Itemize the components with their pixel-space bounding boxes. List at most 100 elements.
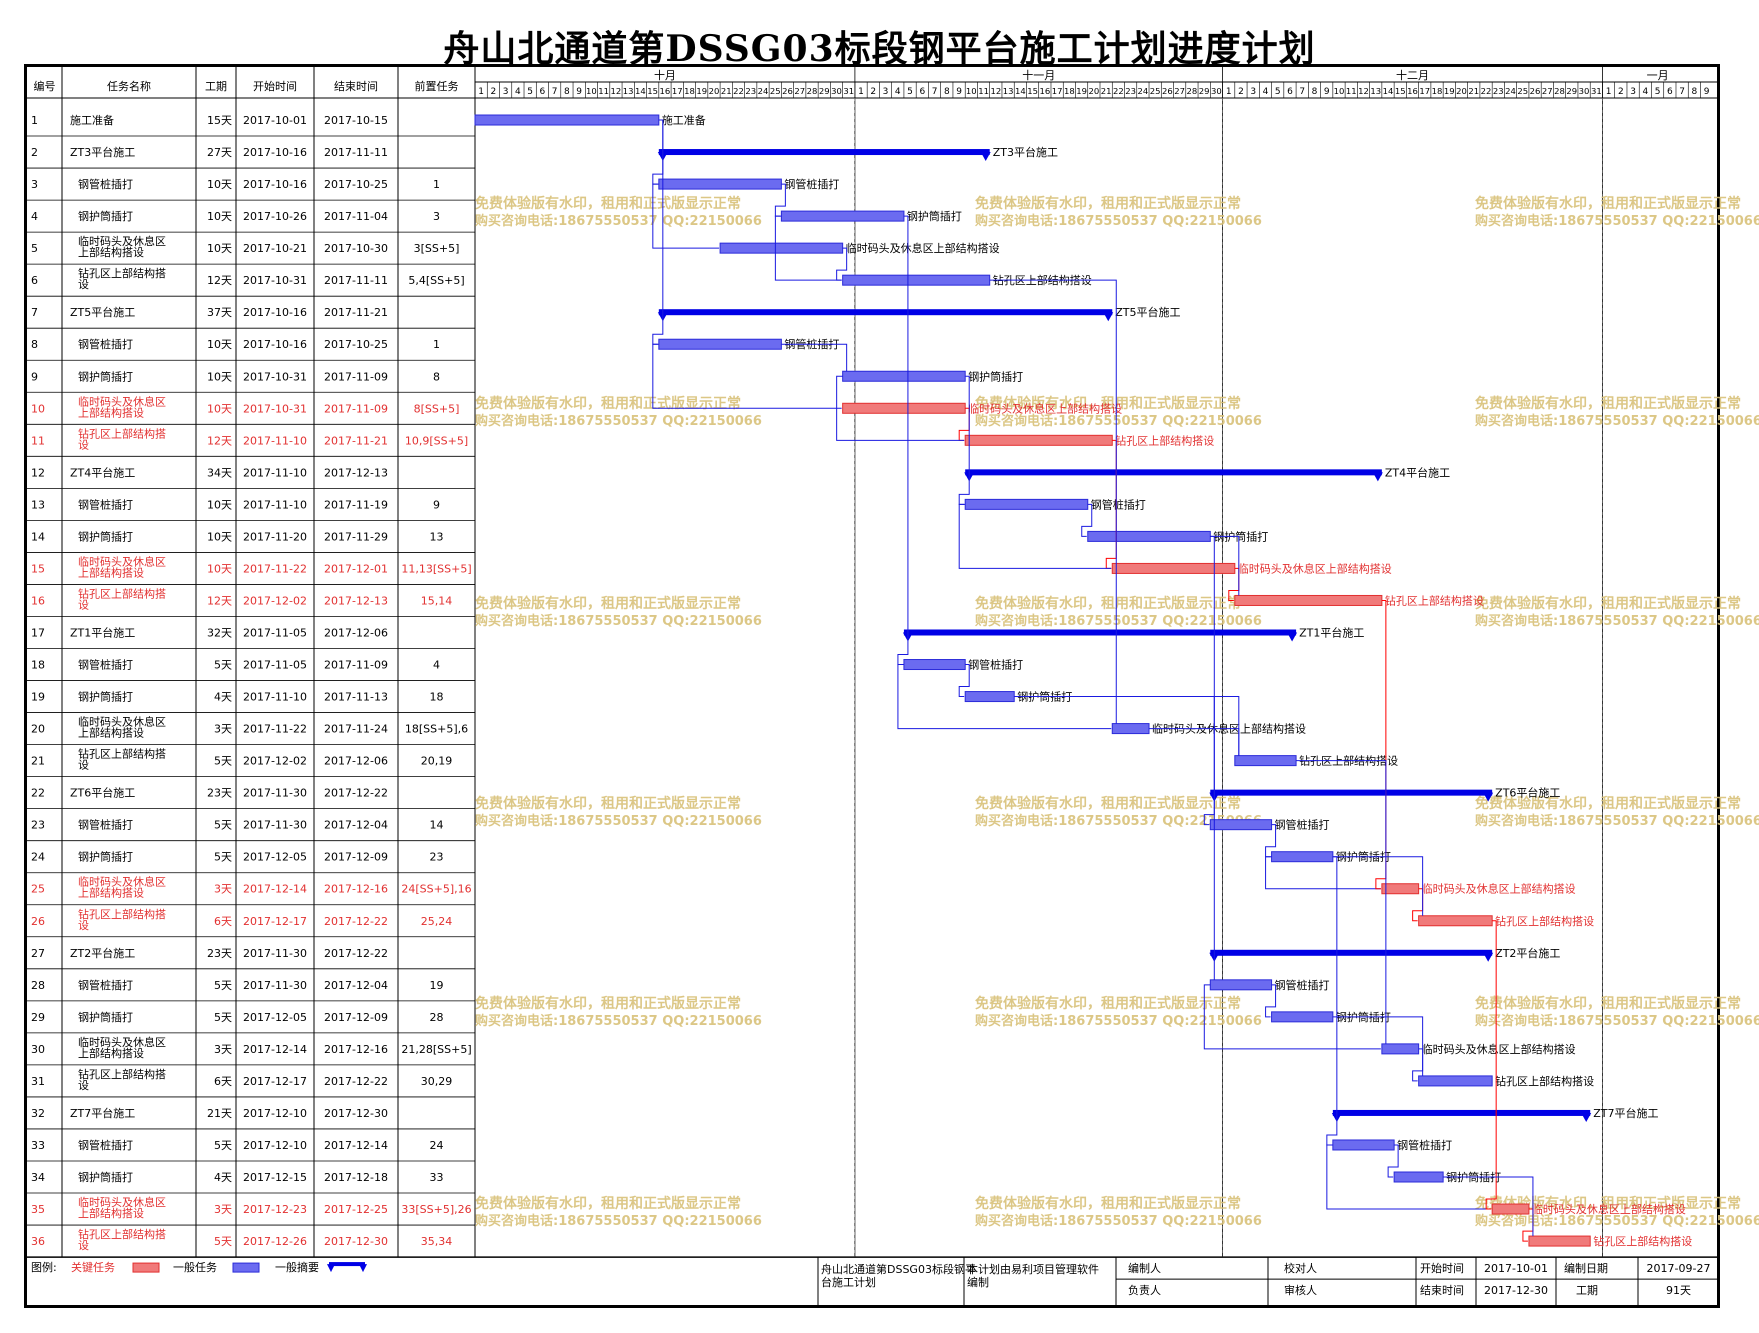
- task-bar[interactable]: [780, 210, 905, 222]
- day-label: 12: [1358, 87, 1369, 96]
- day-label: 17: [672, 87, 683, 96]
- task-bar[interactable]: [1332, 1139, 1395, 1151]
- task-bar[interactable]: [964, 691, 1015, 703]
- dependency-link: [781, 343, 848, 372]
- footer-compiler-label: 编制人: [1128, 1261, 1161, 1275]
- task-id: 34: [31, 1171, 45, 1184]
- month-label: 十二月: [1396, 68, 1429, 82]
- day-label: 6: [919, 87, 925, 97]
- task-bar[interactable]: [1381, 1043, 1420, 1055]
- task-bar[interactable]: [1393, 1171, 1444, 1183]
- task-start: 2017-10-31: [243, 274, 307, 287]
- task-end: 2017-11-13: [324, 691, 388, 704]
- task-duration: 10天: [207, 210, 232, 223]
- watermark-text: 免费体验版有水印，租用和正式版显示正常: [475, 195, 741, 212]
- task-bar[interactable]: [1234, 755, 1297, 767]
- task-name: 钻孔区上部结构搭设: [78, 266, 166, 291]
- task-bar[interactable]: [1209, 979, 1273, 991]
- bar-label: 临时码头及休息区上部结构搭设: [968, 401, 1122, 415]
- task-bar[interactable]: [658, 338, 782, 350]
- day-label: 24: [1505, 87, 1516, 96]
- task-bar[interactable]: [964, 498, 1089, 510]
- task-duration: 4天: [214, 1171, 232, 1184]
- day-label: 29: [819, 87, 830, 96]
- critical-task-bar[interactable]: [964, 434, 1113, 446]
- task-duration: 5天: [214, 1139, 232, 1152]
- footer-duration-value: 91天: [1666, 1284, 1691, 1297]
- task-start: 2017-10-26: [243, 210, 307, 223]
- task-end: 2017-12-22: [324, 1075, 388, 1088]
- task-start: 2017-12-10: [243, 1139, 307, 1152]
- watermark-text: 免费体验版有水印，租用和正式版显示正常: [1475, 795, 1741, 812]
- task-end: 2017-10-15: [324, 114, 388, 127]
- day-label: 15: [647, 87, 658, 96]
- day-label: 11: [598, 87, 609, 96]
- task-bar[interactable]: [474, 114, 660, 126]
- task-bar[interactable]: [1271, 1011, 1334, 1023]
- task-predecessors: 18[SS+5],6: [405, 723, 468, 736]
- task-start: 2017-12-02: [243, 594, 307, 607]
- task-end: 2017-11-09: [324, 659, 388, 672]
- summary-bar-end-cap: [1287, 632, 1298, 642]
- day-label: 10: [966, 87, 977, 96]
- task-start: 2017-10-21: [243, 242, 307, 255]
- task-duration: 10天: [207, 498, 232, 511]
- task-bar[interactable]: [1209, 819, 1273, 831]
- dependency-link: [836, 375, 965, 441]
- day-label: 3: [503, 87, 509, 97]
- legend-critical-swatch: [132, 1262, 160, 1273]
- day-label: 3: [1250, 87, 1256, 97]
- critical-task-bar[interactable]: [842, 402, 966, 414]
- critical-task-bar[interactable]: [1111, 562, 1236, 574]
- task-predecessors: 19: [430, 979, 444, 992]
- task-id: 27: [31, 947, 45, 960]
- task-id: 4: [31, 210, 38, 223]
- dependency-link: [1296, 760, 1387, 1044]
- task-duration: 10天: [207, 178, 232, 191]
- critical-task-bar[interactable]: [1234, 594, 1383, 606]
- critical-task-bar[interactable]: [1491, 1203, 1530, 1215]
- task-id: 10: [31, 402, 45, 415]
- task-start: 2017-12-23: [243, 1203, 307, 1216]
- dependency-link: [897, 664, 1112, 730]
- watermark-text: 免费体验版有水印，租用和正式版显示正常: [1475, 995, 1741, 1012]
- task-bar[interactable]: [1271, 851, 1334, 863]
- task-duration: 5天: [214, 1235, 232, 1248]
- watermark-text: 购买咨询电话:18675550537 QQ:22150066: [475, 613, 762, 629]
- day-label: 3: [883, 87, 889, 97]
- column-header-start: 开始时间: [253, 79, 297, 93]
- task-bar[interactable]: [1418, 1075, 1493, 1087]
- bar-label: 钢管桩插打: [1091, 497, 1146, 511]
- critical-task-bar[interactable]: [1381, 883, 1420, 895]
- task-start: 2017-11-22: [243, 562, 307, 575]
- task-id: 24: [31, 851, 45, 864]
- task-bar[interactable]: [658, 178, 782, 190]
- watermark-text: 购买咨询电话:18675550537 QQ:22150066: [975, 813, 1262, 829]
- footer-date-value: 2017-09-27: [1647, 1262, 1711, 1275]
- task-bar[interactable]: [1111, 723, 1150, 735]
- day-label: 28: [807, 87, 818, 96]
- task-name: ZT1平台施工: [70, 625, 135, 639]
- day-label: 14: [635, 87, 646, 96]
- bar-label: 临时码头及休息区上部结构搭设: [846, 241, 1000, 255]
- task-bar[interactable]: [842, 274, 991, 286]
- watermark-text: 购买咨询电话:18675550537 QQ:22150066: [475, 213, 762, 229]
- task-id: 17: [31, 626, 45, 639]
- task-id: 13: [31, 498, 45, 511]
- task-bar[interactable]: [903, 659, 966, 671]
- task-duration: 15天: [207, 114, 232, 127]
- task-bar[interactable]: [842, 370, 966, 382]
- task-id: 11: [31, 434, 45, 447]
- critical-task-bar[interactable]: [1418, 915, 1493, 927]
- footer-date-label: 编制日期: [1564, 1261, 1608, 1275]
- task-start: 2017-12-10: [243, 1107, 307, 1120]
- task-name: 钢管桩插打: [78, 177, 133, 191]
- bar-label: 钻孔区上部结构搭设: [1593, 1234, 1692, 1248]
- task-bar[interactable]: [1087, 530, 1211, 542]
- day-label: 5: [907, 87, 913, 97]
- day-label: 14: [1383, 87, 1394, 96]
- task-bar[interactable]: [719, 242, 844, 254]
- dependency-link: [1228, 567, 1240, 601]
- task-name: 钻孔区上部结构搭设: [78, 1227, 166, 1252]
- critical-task-bar[interactable]: [1528, 1235, 1591, 1247]
